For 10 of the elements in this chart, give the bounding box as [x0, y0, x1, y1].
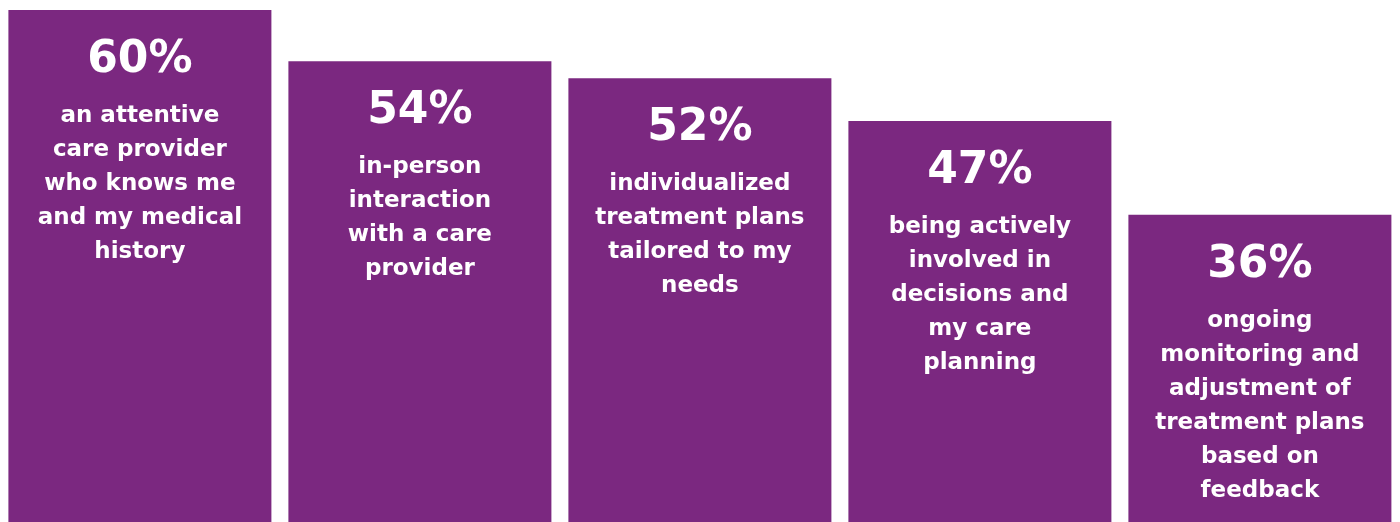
x-tick-label: ongoing monitoring and adjustment of treatment plans based on feedback: [1155, 305, 1365, 502]
data-label: 47%: [927, 141, 1033, 193]
x-tick-label: being actively involved in decisions and my care planning: [888, 211, 1072, 374]
x-tick-label: individualized treatment plans tailored to my needs: [595, 169, 805, 298]
data-label: 60%: [87, 31, 193, 82]
data-label: 52%: [647, 99, 753, 151]
data-label: 36%: [1207, 235, 1313, 287]
data-label: 54%: [367, 82, 473, 134]
x-tick-label: in-person interaction with a care provider: [347, 152, 492, 281]
x-tick-label: an attentive care provider who knows me and my medical history: [37, 101, 243, 263]
